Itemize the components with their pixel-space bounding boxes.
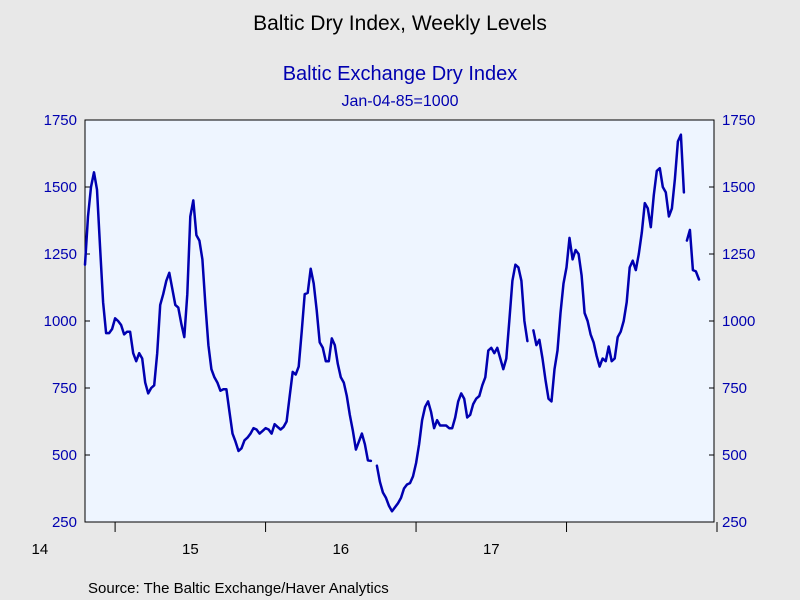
y-tick-label-right: 1250 [722,246,755,263]
y-tick-label-left: 1750 [44,112,77,129]
y-tick-label-right: 750 [722,380,747,397]
y-tick-label-right: 1750 [722,112,755,129]
series-group [83,133,701,513]
series-line-segment [375,263,529,513]
x-axis: 14 15 16 17 [32,522,718,558]
y-axis-left: 250 500 750 1000 1250 1500 1750 [44,112,90,531]
y-tick-label-left: 500 [52,447,77,464]
series-line-segment [685,228,701,281]
series-line-segment [83,171,373,463]
y-tick-label-left: 750 [52,380,77,397]
x-tick-label: 15 [182,541,199,558]
y-tick-label-left: 250 [52,514,77,531]
x-tick-label: 14 [32,541,49,558]
y-tick-label-right: 500 [722,447,747,464]
y-tick-label-right: 1000 [722,313,755,330]
series-line-segment [532,133,686,403]
y-tick-label-left: 1000 [44,313,77,330]
y-tick-label-left: 1250 [44,246,77,263]
x-tick-label: 17 [483,541,500,558]
y-axis-right: 250 500 750 1000 1250 1500 1750 [709,112,755,531]
source-note: Source: The Baltic Exchange/Haver Analyt… [88,580,389,597]
chart-subtitle: Jan-04-85=1000 [342,93,459,110]
chart-title: Baltic Exchange Dry Index [283,63,518,85]
y-tick-label-right: 250 [722,514,747,531]
y-tick-label-right: 1500 [722,179,755,196]
plot-area [84,119,715,523]
x-tick-label: 16 [332,541,349,558]
y-tick-label-left: 1500 [44,179,77,196]
figure-title: Baltic Dry Index, Weekly Levels [253,12,547,35]
